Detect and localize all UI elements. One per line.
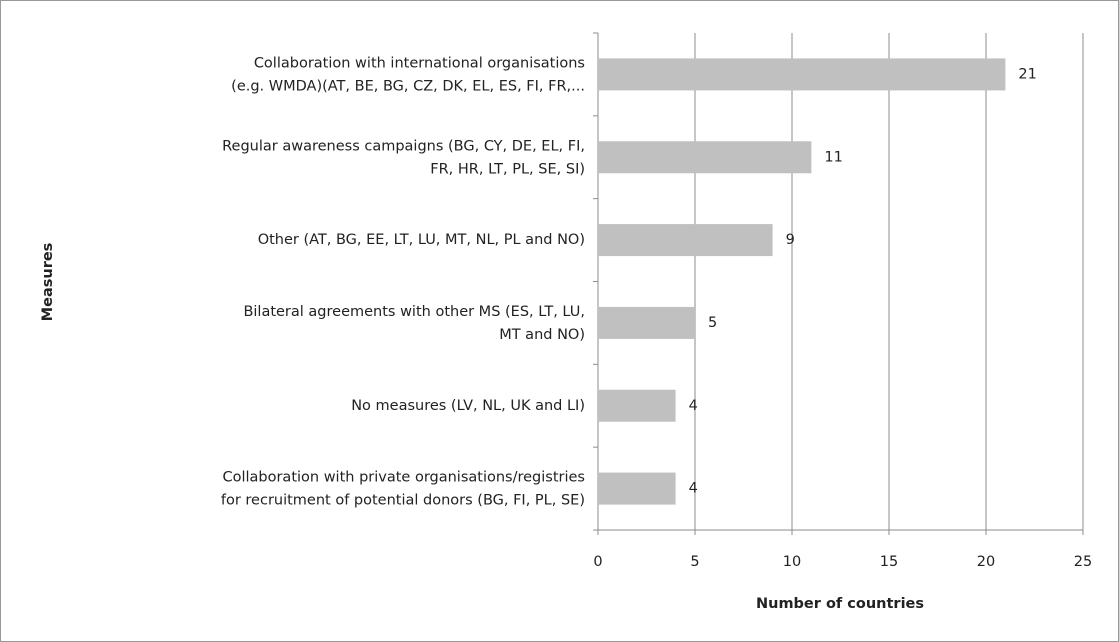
bar xyxy=(598,141,812,174)
value-label: 4 xyxy=(689,481,698,497)
value-label: 11 xyxy=(824,149,842,165)
y-tick-label: Bilateral agreements with other MS (ES, … xyxy=(243,304,585,320)
y-tick-label: for recruitment of potential donors (BG,… xyxy=(221,493,585,509)
x-tick-label: 10 xyxy=(783,554,801,570)
value-label: 5 xyxy=(708,315,717,331)
y-tick-label: MT and NO) xyxy=(499,327,585,343)
y-tick-label: Other (AT, BG, EE, LT, LU, MT, NL, PL an… xyxy=(258,232,585,248)
y-axis-label: Measures xyxy=(40,243,56,322)
bar xyxy=(598,389,676,422)
x-tick-label: 5 xyxy=(690,554,699,570)
y-tick-label: (e.g. WMDA)(AT, BE, BG, CZ, DK, EL, ES, … xyxy=(231,78,585,94)
value-label: 21 xyxy=(1018,66,1036,82)
y-tick-label: Collaboration with international organis… xyxy=(254,55,585,71)
x-tick-label: 20 xyxy=(977,554,995,570)
value-label: 4 xyxy=(689,398,698,414)
bar xyxy=(598,472,676,505)
x-tick-label: 15 xyxy=(880,554,898,570)
bar xyxy=(598,306,695,339)
bar xyxy=(598,224,773,257)
y-tick-label: Collaboration with private organisations… xyxy=(222,470,585,486)
y-tick-label: Regular awareness campaigns (BG, CY, DE,… xyxy=(222,138,585,154)
y-tick-label: No measures (LV, NL, UK and LI) xyxy=(351,398,585,414)
value-label: 9 xyxy=(786,232,795,248)
bar xyxy=(598,58,1006,91)
x-tick-label: 25 xyxy=(1074,554,1092,570)
x-axis-label: Number of countries xyxy=(756,596,924,612)
x-tick-label: 0 xyxy=(593,554,602,570)
y-tick-label: FR, HR, LT, PL, SE, SI) xyxy=(430,161,585,177)
